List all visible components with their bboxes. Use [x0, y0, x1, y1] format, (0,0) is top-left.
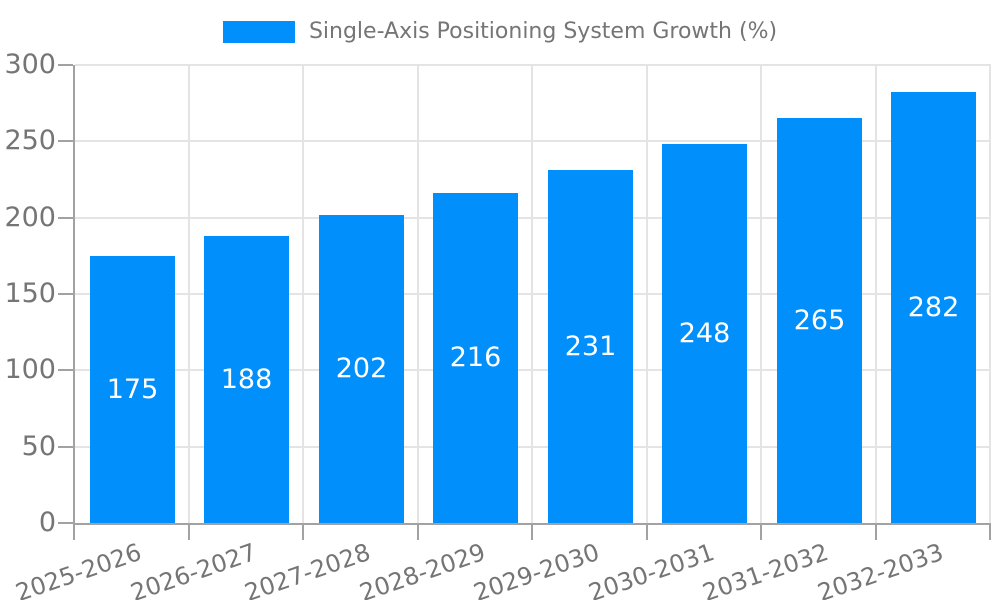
- x-axis-tick: [875, 525, 877, 540]
- x-axis-tick-label: 2025-2026: [12, 538, 146, 600]
- legend: Single-Axis Positioning System Growth (%…: [0, 19, 1000, 44]
- y-axis-tick: [58, 293, 73, 295]
- y-axis-tick: [58, 64, 73, 66]
- x-axis-tick-label: 2026-2027: [127, 538, 260, 600]
- bar[interactable]: [891, 92, 976, 523]
- gridline-vertical: [417, 65, 419, 523]
- bar[interactable]: [204, 236, 289, 523]
- bar[interactable]: [433, 193, 518, 523]
- gridline-vertical: [989, 65, 991, 523]
- x-axis-tick-label: 2030-2031: [585, 538, 718, 600]
- y-axis-tick-label: 150: [4, 278, 56, 309]
- legend-label: Single-Axis Positioning System Growth (%…: [308, 19, 778, 44]
- y-axis-tick: [58, 216, 73, 219]
- y-axis-tick: [58, 369, 73, 372]
- x-axis-tick-label: 2029-2030: [470, 538, 604, 600]
- legend-item[interactable]: Single-Axis Positioning System Growth (%…: [222, 19, 778, 44]
- x-axis-tick: [531, 525, 533, 540]
- y-axis-tick-label: 0: [38, 507, 56, 538]
- y-axis-tick-label: 50: [21, 430, 56, 462]
- gridline-vertical: [531, 65, 533, 523]
- x-axis-tick-label: 2031-2032: [699, 538, 833, 600]
- y-axis-tick: [58, 445, 73, 448]
- y-axis-tick: [58, 140, 73, 143]
- x-axis-tick: [646, 525, 648, 540]
- y-axis-tick-label: 200: [4, 201, 56, 233]
- y-axis-tick: [58, 522, 73, 524]
- x-axis-tick-label: 2028-2029: [356, 538, 489, 600]
- x-axis-tick: [73, 525, 75, 540]
- y-axis-tick-label: 100: [4, 354, 56, 386]
- gridline-vertical: [646, 65, 648, 523]
- x-axis-tick-label: 2027-2028: [241, 538, 375, 600]
- y-axis-tick-label: 300: [4, 49, 56, 80]
- legend-swatch: [222, 20, 295, 43]
- x-axis-tick: [989, 525, 991, 540]
- bar[interactable]: [90, 256, 175, 523]
- bar[interactable]: [319, 215, 404, 523]
- x-axis-tick: [760, 525, 762, 540]
- gridline-horizontal: [75, 64, 991, 66]
- gridline-vertical: [875, 65, 877, 523]
- y-axis-tick-label: 250: [4, 125, 56, 157]
- gridline-horizontal: [75, 140, 991, 143]
- gridline-horizontal: [75, 445, 991, 448]
- gridline-vertical: [760, 65, 762, 523]
- gridline-vertical: [188, 65, 190, 523]
- bar[interactable]: [777, 118, 862, 523]
- x-axis-tick-label: 2032-2033: [814, 538, 947, 600]
- gridline-horizontal: [75, 369, 991, 372]
- x-axis-tick: [417, 525, 419, 540]
- x-axis-tick: [188, 525, 190, 540]
- bar[interactable]: [548, 170, 633, 523]
- plot-area: 175 188 202 216 231 248 265 282: [58, 64, 991, 540]
- gridline-horizontal: [75, 293, 991, 295]
- gridline-horizontal: [75, 216, 991, 219]
- x-axis-tick: [302, 525, 304, 540]
- bar[interactable]: [662, 144, 747, 523]
- gridline-vertical: [302, 65, 304, 523]
